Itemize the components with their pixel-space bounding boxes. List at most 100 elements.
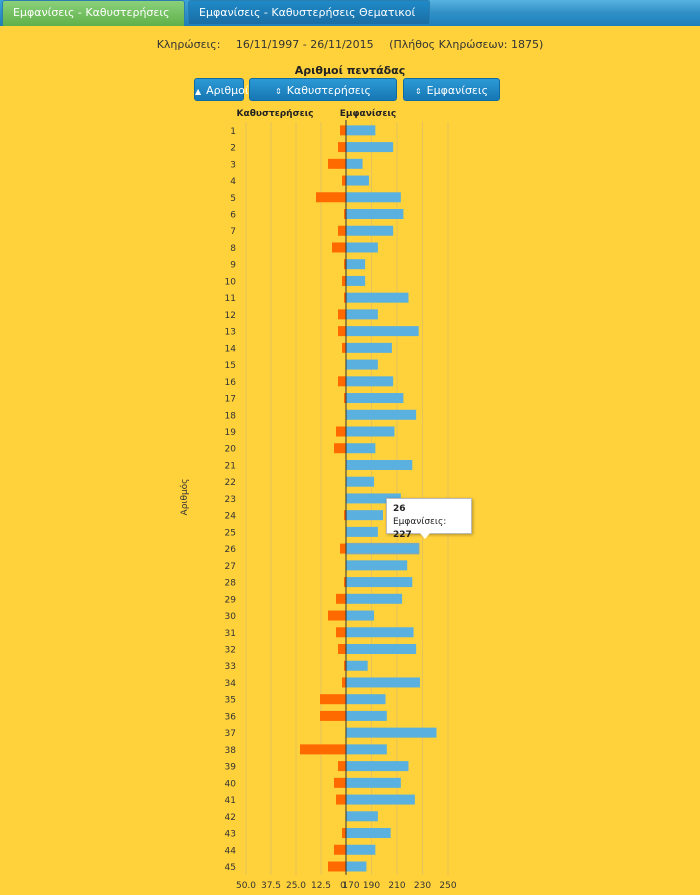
appearance-bar [346, 376, 394, 387]
category-label: 36 [225, 712, 237, 722]
category-label: 28 [225, 579, 237, 589]
draws-range: 16/11/1997 - 26/11/2015 [235, 38, 374, 51]
delay-bar [338, 326, 346, 337]
appearance-bar [346, 142, 394, 153]
appearance-bar [346, 593, 403, 604]
appearance-bar [346, 643, 417, 654]
delay-bar [332, 242, 346, 253]
appearance-bar [346, 209, 404, 220]
appearance-bar [346, 158, 363, 169]
appearance-bar [346, 459, 413, 470]
sort-up-icon: ▲ [195, 87, 202, 96]
appearance-bar [346, 677, 420, 688]
appearance-bar [346, 192, 401, 203]
appearance-bar [346, 175, 369, 186]
category-label: 7 [230, 227, 236, 237]
category-label: 4 [230, 177, 236, 187]
delay-bar [342, 677, 346, 688]
chart-tooltip: 26 Εμφανίσεις: 227 [386, 498, 472, 540]
category-label: 29 [225, 595, 237, 605]
appearance-bar [346, 292, 409, 303]
appearance-tick-label: 190 [363, 881, 380, 891]
sort-both-icon: ⇕ [275, 87, 282, 96]
appearance-tick-label: 210 [388, 881, 405, 891]
sort-delays-button[interactable]: ⇕ Καθυστερήσεις [249, 78, 397, 101]
delay-bar [344, 259, 346, 270]
appearance-bar [346, 794, 415, 805]
appearance-bar [346, 744, 387, 755]
sort-delays-label: Καθυστερήσεις [286, 84, 371, 97]
appearance-bar [346, 761, 409, 772]
appearances-series-label: Εμφανίσεις [340, 108, 397, 119]
delay-bar [344, 660, 346, 671]
category-label: 40 [225, 779, 237, 789]
delay-tick-label: 37.5 [261, 881, 281, 891]
category-label: 3 [230, 160, 236, 170]
tab-appearances-delays-thematic[interactable]: Εμφανίσεις - Καθυστερήσεις Θεματικοί [188, 0, 430, 24]
category-label: 39 [225, 763, 237, 773]
sort-appearances-button[interactable]: ⇕ Εμφανίσεις [403, 78, 500, 101]
appearance-bar [346, 242, 378, 253]
category-label: 27 [225, 562, 236, 572]
delay-bar [334, 777, 346, 788]
delay-bar [338, 142, 346, 153]
appearance-bar [346, 660, 368, 671]
appearance-bar [346, 777, 401, 788]
appearance-bar [346, 443, 376, 454]
appearance-bar [346, 510, 383, 521]
category-label: 45 [225, 863, 236, 873]
category-label: 14 [225, 344, 237, 354]
sort-numbers-button[interactable]: ▲ Αριθμοί [194, 78, 249, 101]
delay-bar [328, 861, 346, 872]
appearance-bar [346, 610, 375, 621]
delay-tick-label: 0 [340, 881, 346, 891]
category-label: 43 [225, 830, 236, 840]
draws-label: Κληρώσεις: [156, 38, 221, 51]
category-label: 13 [225, 328, 236, 338]
delay-bar [328, 610, 346, 621]
tab-bar: Εμφανίσεις - Καθυστερήσεις Εμφανίσεις - … [0, 0, 700, 26]
appearance-tick-label: 170 [342, 881, 359, 891]
appearance-tick-label: 230 [414, 881, 431, 891]
tab-appearances-delays[interactable]: Εμφανίσεις - Καθυστερήσεις [2, 0, 185, 26]
category-label: 1 [230, 127, 236, 137]
appearance-bar [346, 275, 366, 286]
category-label: 33 [225, 662, 236, 672]
delay-bar [336, 426, 346, 437]
sort-numbers-label: Αριθμοί [206, 84, 249, 97]
appearance-bar [346, 844, 376, 855]
delay-bar [342, 342, 346, 353]
delay-bar [334, 443, 346, 454]
appearance-bar [346, 326, 419, 337]
appearance-bar [346, 710, 387, 721]
delay-bar [336, 627, 346, 638]
category-label: 19 [225, 428, 237, 438]
appearance-bar [346, 309, 378, 320]
category-label: 10 [225, 277, 237, 287]
appearance-bar [346, 577, 413, 588]
appearance-bar [345, 542, 420, 555]
tooltip-label: Εμφανίσεις: [393, 517, 447, 527]
category-label: 22 [225, 478, 236, 488]
appearance-bar [346, 125, 376, 136]
category-label: 5 [230, 194, 236, 204]
category-label: 38 [225, 746, 237, 756]
category-label: 23 [225, 495, 236, 505]
appearance-bar [346, 342, 392, 353]
delay-bar [338, 309, 346, 320]
delay-bar [320, 710, 346, 721]
appearance-bar [346, 225, 394, 236]
delay-bar [320, 694, 346, 705]
delay-bar [342, 175, 346, 186]
category-label: 11 [225, 294, 236, 304]
delay-bar [338, 376, 346, 387]
category-label: 20 [225, 445, 237, 455]
category-label: 34 [225, 679, 237, 689]
category-label: 12 [225, 311, 236, 321]
category-label: 32 [225, 645, 236, 655]
appearance-bar [346, 861, 367, 872]
category-label: 2 [230, 144, 236, 154]
delay-bar [338, 643, 346, 654]
delay-bar [340, 125, 346, 136]
